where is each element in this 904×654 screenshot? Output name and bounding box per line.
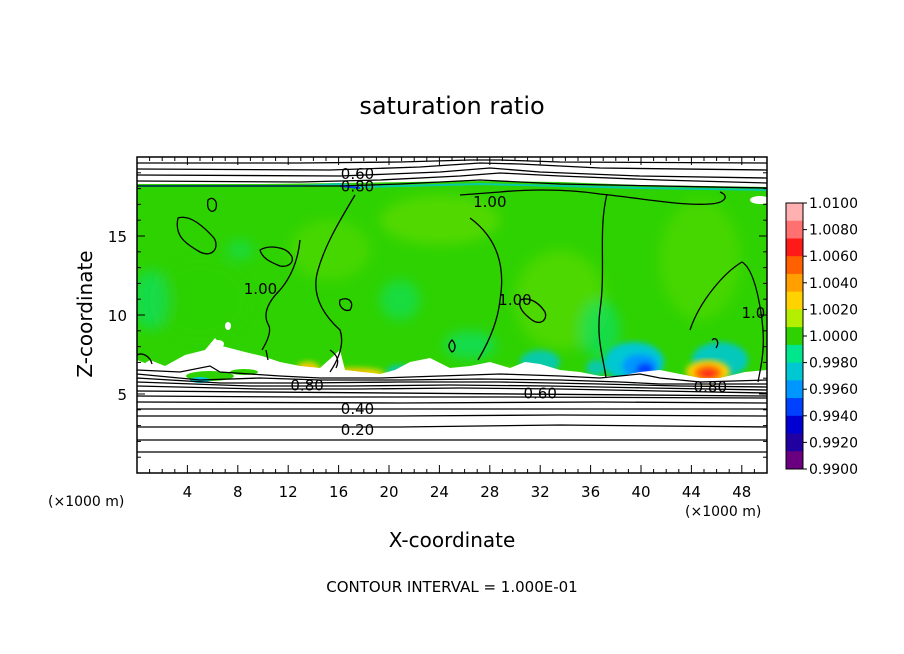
plot-area: 0.600.801.001.001.001.000.80 0.60 0.800.40…: [137, 157, 774, 473]
colorbar-swatch: [786, 238, 803, 257]
contour-label: 1.00: [244, 280, 277, 298]
y-axis-label: Z-coordinate: [73, 250, 97, 377]
y-tick-label: 10: [108, 307, 127, 325]
contour-label: 0.20: [341, 421, 374, 439]
colorbar-swatch: [786, 433, 803, 452]
x-axis: 4 8 12 16 20 24 28 32 36 40 44 48: [149, 157, 755, 501]
x-axis-label: X-coordinate: [389, 528, 516, 552]
contour-label: 0.60: [523, 384, 556, 402]
colorbar-swatch: [786, 273, 803, 293]
colorbar-label: 1.0000: [809, 329, 858, 345]
colorbar-label: 1.0080: [809, 223, 858, 239]
x-tick-label: 16: [329, 483, 348, 501]
contour-label: 1.00: [473, 193, 506, 211]
colorbar-label: 1.0060: [809, 249, 858, 265]
contour-label: 1.00: [741, 304, 774, 322]
colorbar-swatch: [786, 362, 803, 381]
colorbar-swatch: [786, 309, 803, 328]
x-tick-label: 28: [480, 483, 499, 501]
y-axis: 5 10 15: [108, 172, 767, 458]
x-tick-label: 36: [581, 483, 600, 501]
x-tick-label: 40: [631, 483, 650, 501]
colorbar-label: 0.9980: [809, 356, 858, 372]
x-tick-label: 32: [531, 483, 550, 501]
colorbar-swatch: [786, 327, 803, 346]
contour-label: 0.80: [694, 378, 727, 396]
x-tick-label: 12: [279, 483, 298, 501]
colorbar-swatch: [786, 220, 803, 239]
colorbar-label: 0.9940: [809, 409, 858, 425]
x-tick-label: 20: [379, 483, 398, 501]
colorbar-label: 0.9960: [809, 382, 858, 398]
colorbar-swatch: [786, 451, 803, 470]
contour-interval-note: CONTOUR INTERVAL = 1.000E-01: [326, 578, 577, 596]
colorbar-label: 0.9900: [809, 462, 858, 478]
contour-label: 0.80: [341, 177, 374, 195]
x-tick-label: 48: [732, 483, 751, 501]
colorbar-swatch: [786, 398, 803, 417]
x-tick-label: 8: [233, 483, 243, 501]
colorbar-swatch: [786, 256, 803, 275]
y-tick-label: 15: [108, 228, 127, 246]
x-tick-label: 44: [682, 483, 701, 501]
colorbar-label: 1.0020: [809, 302, 858, 318]
contour-label: 0.40: [341, 400, 374, 418]
y-tick-label: 5: [117, 386, 127, 404]
colorbar: 1.0100 1.0080 1.0060 1.0040 1.0020 1.0000 0.99…: [785, 196, 858, 478]
contour-labels: 0.600.801.001.001.001.000.80 0.60 0.800.40…: [244, 165, 774, 439]
colorbar-label: 0.9920: [809, 435, 858, 451]
colorbar-label: 1.0100: [809, 196, 858, 212]
chart-title: saturation ratio: [359, 92, 544, 120]
colorbar-swatch: [786, 415, 803, 434]
x-tick-label: 4: [183, 483, 193, 501]
x-unit-left-label: (×1000 m): [48, 494, 124, 510]
contour-label: 0.80: [290, 377, 323, 395]
colorbar-swatch: [786, 291, 803, 310]
x-unit-right-label: (×1000 m): [685, 504, 761, 520]
colorbar-label: 1.0040: [809, 276, 858, 292]
colorbar-swatch: [786, 203, 803, 222]
colorbar-swatch: [786, 380, 803, 399]
colorbar-swatch: [786, 344, 803, 363]
contour-label: 1.00: [498, 291, 531, 309]
contour-lines: [137, 159, 767, 453]
contour-label: 0.60: [341, 165, 374, 183]
x-tick-label: 24: [430, 483, 449, 501]
